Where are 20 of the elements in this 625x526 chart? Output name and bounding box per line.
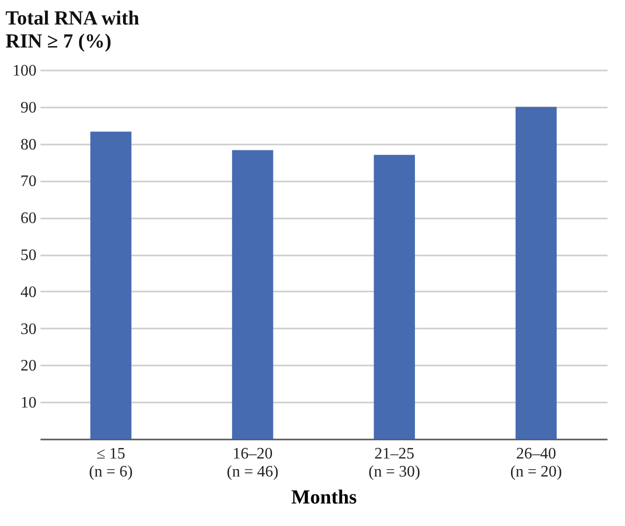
y-tick-label: 10 (20, 394, 36, 412)
x-axis-title: Months (291, 486, 357, 508)
bar (374, 154, 415, 439)
y-tick-label: 40 (20, 284, 36, 301)
y-tick-label: 30 (20, 320, 36, 338)
y-tick-label: 20 (20, 358, 36, 375)
y-tick-label: 100 (12, 62, 36, 80)
x-tick-label: 21–25 (n = 30) (368, 446, 420, 480)
y-tick-label: 80 (20, 136, 36, 154)
bar (90, 132, 132, 439)
x-tick-label: 16–20 (n = 46) (226, 446, 278, 480)
bar (232, 150, 274, 439)
y-tick-label: 70 (20, 173, 36, 190)
y-tick-label: 50 (20, 247, 36, 264)
y-axis-title: Total RNA with RIN ≥ 7 (%) (6, 8, 140, 52)
y-tick-label: 90 (20, 99, 36, 116)
bar (516, 106, 557, 439)
x-tick-label: ≤ 15 (n = 6) (89, 446, 133, 480)
x-tick-label: 26–40 (n = 20) (510, 446, 562, 480)
y-tick-label: 60 (20, 210, 36, 228)
